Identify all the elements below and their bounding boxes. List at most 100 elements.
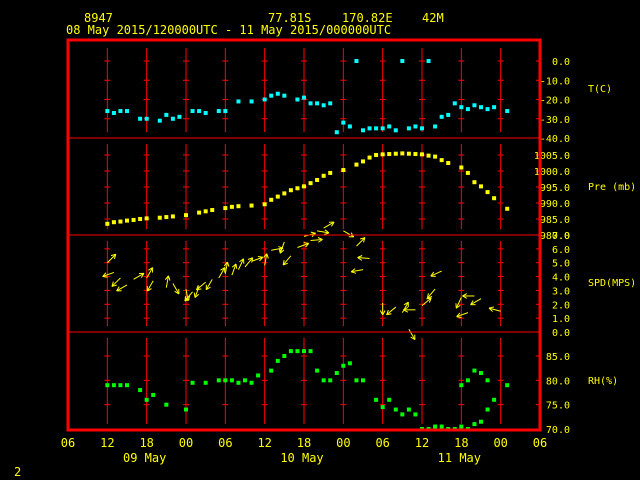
humidity-point (184, 407, 188, 412)
wind-arrow-head (193, 292, 196, 298)
humidity-point (321, 378, 326, 383)
pressure-point (361, 159, 365, 164)
x-tick-label: 12 (415, 436, 429, 450)
wind-arrow-head (430, 271, 435, 277)
humidity-point (341, 363, 346, 368)
humidity-point (190, 380, 195, 385)
wind-arrow (317, 230, 330, 234)
wind-arrow (357, 257, 370, 260)
wind-arrow-head (455, 304, 461, 309)
wind-arrow (205, 279, 213, 290)
pressure-point (249, 203, 254, 208)
wind-arrow-head (462, 293, 468, 297)
wind-arrow-head (488, 306, 495, 309)
temperature-point (374, 126, 379, 131)
humidity-point (374, 397, 379, 402)
wind-arrow-head (359, 237, 366, 240)
wind-arrow-head (403, 301, 409, 306)
humidity-point (479, 371, 483, 376)
pressure-point (479, 184, 483, 189)
temperature-point (308, 101, 313, 106)
wind-arrow-head (427, 295, 433, 299)
temperature-point (400, 59, 405, 63)
wind-arrow-head (282, 262, 289, 266)
wind-arrow (271, 247, 284, 251)
temperature-point (479, 105, 483, 110)
temperature-point (269, 93, 274, 98)
wind-arrow (165, 275, 169, 288)
wind-arrow-head (317, 237, 323, 240)
wind-arrow (386, 306, 397, 316)
wind-arrow-head (278, 248, 281, 254)
wind-arrow-head (303, 242, 309, 244)
humidity-point (125, 383, 129, 388)
station-elevation: 42M (422, 11, 444, 25)
y-tick-label: 985.0 (540, 215, 570, 226)
wind-arrow-head (462, 295, 468, 299)
temperature-point (111, 110, 116, 115)
temperature-point (118, 109, 123, 114)
temperature-point (459, 105, 464, 110)
wind-arrow-head (247, 257, 253, 260)
pressure-point (170, 214, 175, 219)
wind-arrow (323, 221, 335, 229)
temperature-point (387, 124, 392, 129)
temperature-point (249, 99, 254, 104)
humidity-point (243, 378, 247, 383)
wind-arrow-head (148, 267, 153, 271)
wind-arrow (237, 258, 244, 270)
pressure-point (485, 190, 490, 195)
temperature-point (406, 126, 411, 131)
x-day-label: 09 May (123, 451, 166, 465)
temperature-point (433, 124, 438, 129)
wind-arrow-head (251, 257, 254, 263)
humidity-point (505, 383, 510, 388)
wind-arrow-head (102, 276, 108, 278)
x-tick-label: 00 (179, 436, 193, 450)
humidity-point (485, 378, 490, 383)
wind-arrow (196, 281, 206, 291)
x-day-label: 10 May (280, 451, 323, 465)
wind-arrow (356, 237, 366, 247)
pressure-point (328, 170, 333, 175)
wind-arrow (116, 284, 128, 292)
pressure-point (105, 221, 110, 226)
temperature-point (347, 124, 352, 129)
panel-label: SPD(MPS) (588, 278, 636, 289)
x-tick-label: 00 (336, 436, 350, 450)
humidity-point (282, 354, 287, 358)
wind-arrow-head (456, 312, 461, 318)
pressure-point (400, 151, 405, 156)
pressure-point (118, 219, 123, 224)
wind-arrow-head (282, 259, 285, 266)
pressure-point (184, 213, 188, 218)
temperature-point (446, 112, 451, 117)
wind-arrow (430, 270, 442, 277)
wind-arrow-head (266, 253, 269, 259)
humidity-point (387, 397, 392, 402)
temperature-point (485, 107, 490, 112)
wind-arrow (184, 291, 193, 302)
x-tick-label: 18 (139, 436, 153, 450)
temperature-point (380, 126, 385, 131)
pressure-point (138, 217, 143, 221)
temperature-point (170, 116, 175, 121)
pressure-point (465, 170, 470, 175)
pressure-point (164, 215, 169, 220)
page-number: 2 (14, 465, 22, 479)
pressure-point (229, 204, 234, 209)
pressure-point (125, 218, 129, 223)
humidity-point (354, 378, 359, 383)
pressure-point (420, 152, 424, 157)
humidity-point (400, 412, 405, 417)
pressure-point (380, 152, 385, 157)
temperature-point (426, 59, 431, 63)
wind-arrow-head (116, 286, 120, 292)
humidity-point (439, 424, 444, 429)
pressure-point (492, 196, 497, 201)
humidity-point (479, 419, 483, 424)
pressure-point (393, 151, 398, 156)
temperature-point (505, 109, 510, 114)
pressure-point (144, 216, 149, 221)
